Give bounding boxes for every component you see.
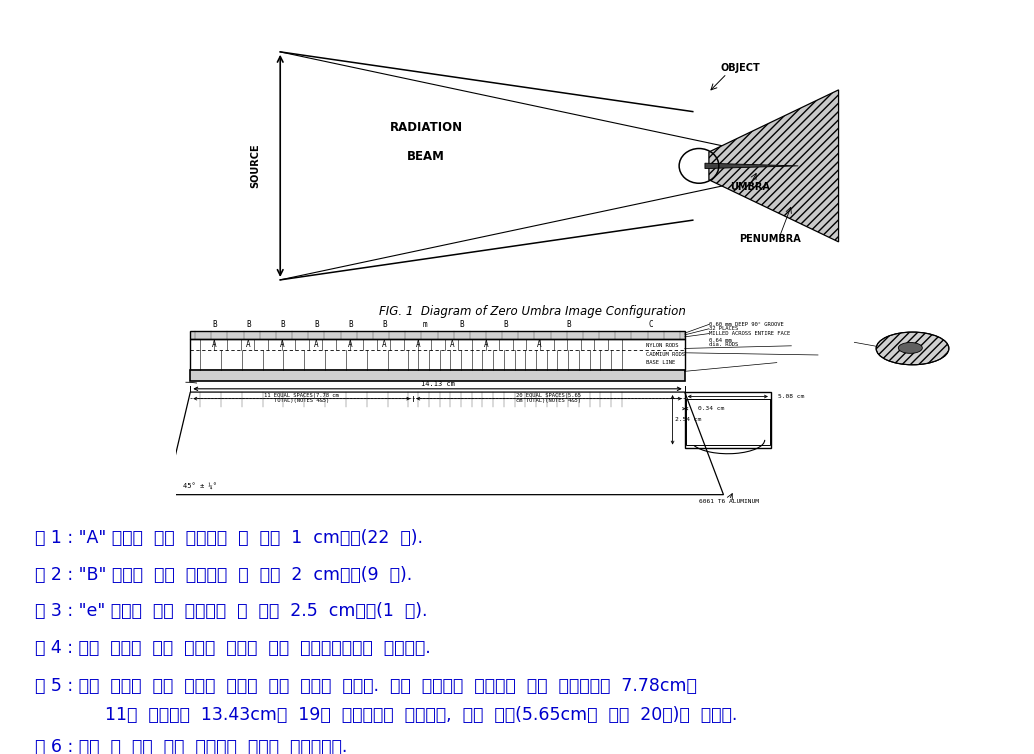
Text: 11개  등간격을  13.43cm의  19개  등간격으로  확장하고,  근접  간격(5.65cm의  경우  20개)은  없앤다.: 11개 등간격을 13.43cm의 19개 등간격으로 확장하고, 근접 간격(… <box>105 706 737 725</box>
Text: 주 6 : 봉은  한  격의  투명  테이프로  단단히  고정시킨다.: 주 6 : 봉은 한 격의 투명 테이프로 단단히 고정시킨다. <box>35 738 347 754</box>
Text: B: B <box>212 320 217 329</box>
Text: BASE LINE: BASE LINE <box>646 360 675 365</box>
Text: RADIATION: RADIATION <box>390 121 462 133</box>
Text: B: B <box>246 320 251 329</box>
Text: A: A <box>537 340 542 349</box>
Wedge shape <box>876 332 949 365</box>
Bar <box>190 331 685 339</box>
Bar <box>190 339 685 370</box>
Text: 20 EQUAL SPACES(5.65: 20 EQUAL SPACES(5.65 <box>517 393 581 397</box>
Text: cm TOTAL)(NOTES 4&5): cm TOTAL)(NOTES 4&5) <box>517 397 581 403</box>
Text: SOURCE: SOURCE <box>250 143 261 188</box>
Text: B: B <box>280 320 284 329</box>
Text: BEAM: BEAM <box>407 151 445 164</box>
Text: B: B <box>348 320 353 329</box>
Text: 6061 T6 ALUMINUM: 6061 T6 ALUMINUM <box>699 498 759 504</box>
Text: 11 EQUAL SPACES(7.78 cm: 11 EQUAL SPACES(7.78 cm <box>265 393 339 397</box>
Text: A: A <box>484 340 488 349</box>
Text: A: A <box>280 340 284 349</box>
Text: 5.08 cm: 5.08 cm <box>779 394 804 399</box>
Text: A: A <box>246 340 251 349</box>
Text: B: B <box>459 320 464 329</box>
Text: UMBRA: UMBRA <box>730 182 770 192</box>
Text: 주 1 : "A" 위치의  봉은  중심선의  각  면에  1  cm이다(22  개).: 주 1 : "A" 위치의 봉은 중심선의 각 면에 1 cm이다(22 개). <box>35 529 423 547</box>
Text: B: B <box>566 320 571 329</box>
Text: 0.60 mm DEEP 90° GROOVE: 0.60 mm DEEP 90° GROOVE <box>709 322 784 327</box>
Text: A: A <box>416 340 421 349</box>
Text: 0.34 cm: 0.34 cm <box>698 406 725 411</box>
Text: C: C <box>648 320 653 329</box>
Wedge shape <box>899 342 922 354</box>
Text: A: A <box>314 340 318 349</box>
Text: CADMIUM RODS: CADMIUM RODS <box>646 352 685 357</box>
Bar <box>685 392 771 448</box>
Text: A: A <box>212 340 217 349</box>
Text: 주 4 : 모든  치수는  누적  오차를  줄이기  위해  기준선으로부터  거리이다.: 주 4 : 모든 치수는 누적 오차를 줄이기 위해 기준선으로부터 거리이다. <box>35 639 431 657</box>
Bar <box>190 370 685 382</box>
Text: A: A <box>382 340 387 349</box>
Text: 14.13 cm: 14.13 cm <box>421 382 455 388</box>
Text: dia. RODS: dia. RODS <box>709 342 738 347</box>
Text: 주 2 : "B" 위치의  봉은  중심선의  각  면에  2  cm이다(9  개).: 주 2 : "B" 위치의 봉은 중심선의 각 면에 2 cm이다(9 개). <box>35 566 413 584</box>
Bar <box>686 399 770 446</box>
Text: m: m <box>423 320 428 329</box>
Text: B: B <box>382 320 387 329</box>
Text: OBJECT: OBJECT <box>721 63 760 73</box>
Text: 32 PLACES: 32 PLACES <box>709 326 738 331</box>
Text: A: A <box>348 340 353 349</box>
Text: B: B <box>314 320 318 329</box>
Text: 2.54 cm: 2.54 cm <box>675 417 701 422</box>
Polygon shape <box>709 90 839 242</box>
Text: 주 3 : "e" 위치의  봉은  중심선의  각  면에  2.5  cm이다(1  개).: 주 3 : "e" 위치의 봉은 중심선의 각 면에 2.5 cm이다(1 개)… <box>35 602 427 621</box>
Text: PENUMBRA: PENUMBRA <box>739 234 801 244</box>
Text: MILLED ACROSS ENTIRE FACE: MILLED ACROSS ENTIRE FACE <box>709 331 790 336</box>
Polygon shape <box>705 163 798 169</box>
Text: NYLON RODS: NYLON RODS <box>646 343 678 348</box>
Text: 45° ± ¼°: 45° ± ¼° <box>183 483 217 489</box>
Text: B: B <box>504 320 508 329</box>
Text: A: A <box>450 340 454 349</box>
Text: 주 5 : 봉의  배치는  단일  시스템  장치에  대해  표시된  것이다.  이중  시스템을  구성하기  위한  추가장치는  7.78cm의: 주 5 : 봉의 배치는 단일 시스템 장치에 대해 표시된 것이다. 이중 시… <box>35 677 697 695</box>
Text: FIG. 1  Diagram of Zero Umbra Image Configuration: FIG. 1 Diagram of Zero Umbra Image Confi… <box>379 305 686 318</box>
Text: 0.64 mm: 0.64 mm <box>709 339 732 343</box>
Text: TOTAL)(NOTES 4&5): TOTAL)(NOTES 4&5) <box>274 397 330 403</box>
